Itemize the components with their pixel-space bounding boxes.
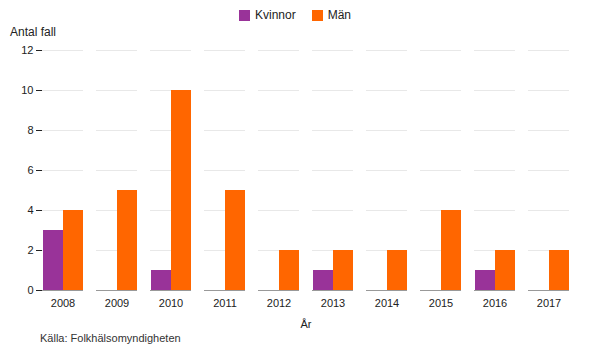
svg-text:2008: 2008 <box>51 297 75 309</box>
svg-text:12: 12 <box>21 44 33 56</box>
html-text:Källa: Folkhälsomyndigheten: Källa: Folkhälsomyndigheten <box>40 332 181 344</box>
svg-text:2016: 2016 <box>483 297 507 309</box>
html-text:Kvinnor: Kvinnor <box>255 8 296 22</box>
svg-text:År: År <box>301 318 312 330</box>
svg-text:2014: 2014 <box>375 297 399 309</box>
svg-text:8: 8 <box>27 124 33 136</box>
svg-text:0: 0 <box>27 284 33 296</box>
svg-text:2009: 2009 <box>105 297 129 309</box>
svg-text:2013: 2013 <box>321 297 345 309</box>
html-text:Antal fall: Antal fall <box>10 25 56 39</box>
svg-text:2011: 2011 <box>213 297 237 309</box>
svg-text:4: 4 <box>27 204 33 216</box>
svg-text:2015: 2015 <box>429 297 453 309</box>
svg-text:6: 6 <box>27 164 33 176</box>
svg-text:2017: 2017 <box>537 297 561 309</box>
svg-text:2: 2 <box>27 244 33 256</box>
html-text:Män: Män <box>327 8 351 22</box>
svg-text:2010: 2010 <box>159 297 183 309</box>
svg-text:2012: 2012 <box>267 297 291 309</box>
svg-text:10: 10 <box>21 84 33 96</box>
